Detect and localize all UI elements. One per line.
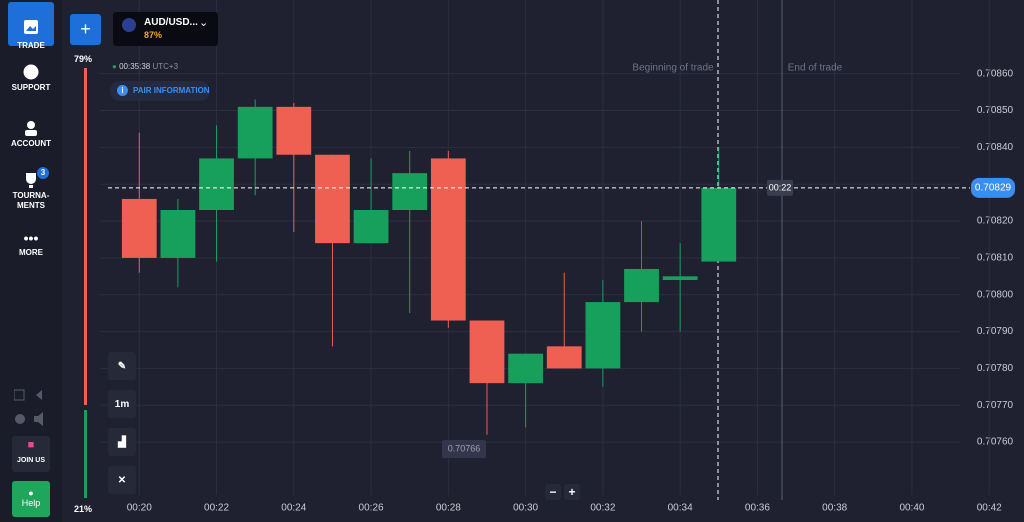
candle-body <box>469 320 505 384</box>
x-tick-label: 00:32 <box>590 503 615 514</box>
candle-body <box>430 158 466 321</box>
trade-tab[interactable]: TRADE <box>8 2 54 50</box>
x-tick-label: 00:22 <box>204 503 229 514</box>
candle-body <box>160 210 196 258</box>
x-tick-label: 00:26 <box>359 503 384 514</box>
low-label-box <box>442 440 486 458</box>
zoom-out[interactable]: − <box>545 484 561 500</box>
y-tick-label: 0.70790 <box>977 326 1014 337</box>
sidebar: TRADE SUPPORT ACCOUNT TOURNA- MENTS 3 ••… <box>0 0 62 522</box>
timer-box <box>767 179 793 196</box>
icon <box>26 173 36 188</box>
x-tick-label: 00:38 <box>822 503 847 514</box>
x-tick-label: 00:36 <box>745 503 770 514</box>
x-tick-label: 00:34 <box>668 503 693 514</box>
indicators[interactable]: ✕ <box>108 466 136 494</box>
icon <box>25 121 37 136</box>
sentiment-down-bar <box>84 410 87 498</box>
candle-body <box>199 158 234 210</box>
x-tick-label: 00:30 <box>513 503 538 514</box>
sentiment-up: 79% <box>74 54 93 64</box>
asset-selector[interactable]: AUD/USD... 87% ⌄ <box>113 12 218 46</box>
trade-end-label: End of trade <box>788 63 843 74</box>
icon: ● <box>28 488 34 498</box>
y-tick-label: 0.70850 <box>977 105 1014 116</box>
candle-body <box>585 302 621 369</box>
label: TOURNA- MENTS <box>12 191 50 210</box>
candle-body <box>546 346 582 369</box>
icon: ••• <box>23 230 39 246</box>
asset-name: AUD/USD... <box>144 17 198 28</box>
candle-body <box>276 106 312 155</box>
label: TRADE <box>17 41 45 50</box>
current-price-box <box>971 177 1015 198</box>
clock: ● 00:35:38 UTC+3 <box>112 62 178 71</box>
candle-body <box>353 210 389 244</box>
chevron: ⌄ <box>199 17 209 29</box>
draw-tool[interactable]: ✎ <box>108 352 136 380</box>
y-tick-label: 0.70780 <box>977 363 1014 374</box>
current-price-label: 0.70829 <box>975 183 1012 194</box>
tournaments-tab[interactable]: TOURNA- MENTS 3 <box>6 167 56 221</box>
account-tab[interactable]: ACCOUNT <box>6 120 56 149</box>
zoom-in[interactable]: + <box>564 484 580 500</box>
support-tab[interactable]: SUPPORT <box>6 64 56 93</box>
y-tick-label: 0.70840 <box>977 142 1014 153</box>
y-tick-label: 0.70820 <box>977 216 1014 227</box>
label: MORE <box>19 248 43 257</box>
x-tick-label: 00:40 <box>899 503 924 514</box>
chart-type[interactable]: ▟ <box>108 428 136 456</box>
x-tick-label: 00:20 <box>127 503 152 514</box>
sentiment-up-bar <box>84 68 87 405</box>
help-button[interactable]: ● Help <box>12 481 50 517</box>
icon <box>23 64 39 80</box>
candle-body <box>624 268 659 303</box>
timer: 00:22 <box>769 182 792 192</box>
candle-body <box>508 353 543 384</box>
asset-payout: 87% <box>144 30 163 40</box>
low-label: 0.70766 <box>448 443 481 453</box>
y-tick-label: 0.70770 <box>977 400 1014 411</box>
more-tab[interactable]: ••• MORE <box>6 230 56 258</box>
x-tick-label: 00:42 <box>977 503 1002 514</box>
dot: ● <box>112 62 117 71</box>
icon: ■ <box>27 439 35 451</box>
x-tick-label: 00:24 <box>281 503 306 514</box>
label: ACCOUNT <box>11 139 51 148</box>
y-tick-label: 0.70810 <box>977 253 1014 264</box>
label: PAIR INFORMATION <box>133 86 210 95</box>
y-tick-label: 0.70800 <box>977 289 1014 300</box>
label: SUPPORT <box>11 83 51 92</box>
trade-start-label: Beginning of trade <box>632 63 714 74</box>
sentiment-down: 21% <box>74 504 93 514</box>
icon <box>24 20 38 34</box>
label: JOIN US <box>16 457 45 464</box>
x-tick-label: 00:28 <box>436 503 461 514</box>
add-asset[interactable]: + <box>70 14 101 45</box>
candle-body <box>662 276 698 280</box>
pair-info[interactable]: i PAIR INFORMATION <box>110 81 210 101</box>
y-tick-label: 0.70760 <box>977 437 1014 448</box>
icon: i <box>117 85 128 96</box>
candle-body <box>121 198 157 258</box>
clock-time: 00:35:38 <box>119 62 151 71</box>
candle-body <box>315 154 350 244</box>
clock-zone: UTC+3 <box>152 62 179 71</box>
candle-body <box>701 187 737 262</box>
join-us[interactable]: ■ JOIN US <box>12 436 50 472</box>
plot-area <box>62 0 1024 522</box>
candle-body <box>392 173 428 210</box>
candle-body <box>237 106 273 159</box>
flag <box>122 18 136 32</box>
controls <box>14 389 43 426</box>
badge: 3 <box>37 167 49 179</box>
y-tick-label: 0.70860 <box>977 68 1014 79</box>
label: Help <box>21 498 41 508</box>
timeframe[interactable]: 1m <box>108 390 136 418</box>
